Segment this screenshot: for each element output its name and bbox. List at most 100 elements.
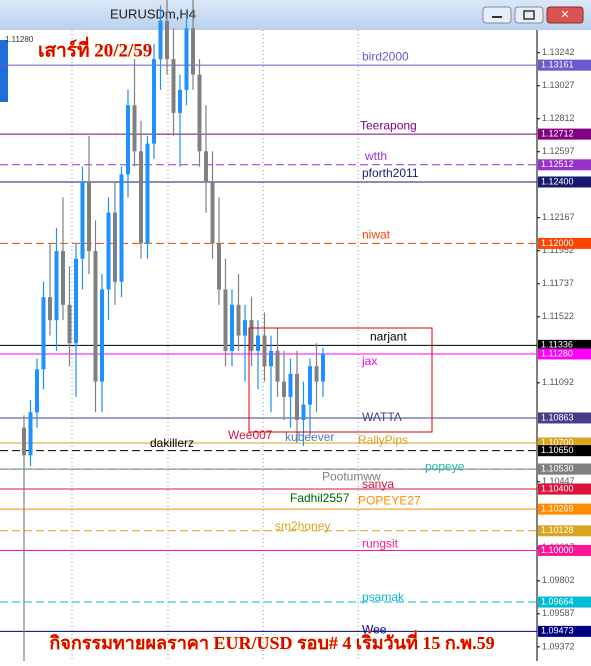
candle-body [288,373,293,397]
candle-body [87,181,91,252]
y-tick-label: 1.09802 [542,575,575,585]
level-label: RallyPips [358,433,408,447]
candle-body [152,59,156,144]
level-label: popeye [425,459,465,473]
price-box [538,463,591,475]
candle-body [158,20,163,60]
candle-body [275,350,280,382]
candle-body [61,251,65,305]
y-tick-label: 1.09372 [542,641,575,651]
maximize-icon [523,10,535,20]
candle-body [165,20,169,60]
price-box [538,176,591,188]
price-box [538,625,591,637]
price-box-label: 1.10269 [541,504,574,514]
candle-body [178,89,182,113]
y-tick-label: 1.12597 [542,146,575,156]
y-tick-label: 1.11092 [542,377,574,387]
candle-body [301,404,306,420]
candle-body [54,251,59,321]
price-box [538,544,591,556]
candle-body [41,297,46,370]
current-price-label: 1.11280 [5,35,34,44]
candle-body [74,258,78,344]
y-tick-label: 1.11952 [542,245,574,255]
candle-body [321,353,325,382]
candle-body [210,181,215,244]
candle-body [184,28,189,90]
candle-body [35,369,39,413]
level-label: Wee007 [228,428,273,442]
y-tick-label: 1.13027 [542,80,575,90]
price-box-label: 1.10863 [541,412,574,422]
price-box-label: 1.13161 [541,60,574,70]
candles [22,0,325,661]
maximize-button[interactable] [514,6,544,24]
price-box [538,525,591,537]
level-label: psamak [362,590,405,604]
candle-body [282,381,286,397]
candle-body [262,335,267,367]
close-button[interactable] [546,6,584,24]
y-tick-label: 1.09587 [542,608,575,618]
price-box [538,437,591,449]
footer-text: กิจกรรมทายผลราคา EUR/USD รอบ# 4 เริ่มวัน… [49,630,494,653]
window-title: EURUSDm,H4 [110,6,196,21]
level-label: dakillerz [150,436,194,450]
price-box [538,159,591,171]
level-label: POPEYE27 [358,493,421,507]
price-box-label: 1.11336 [541,340,573,350]
side-marker [0,40,8,102]
chart-title: เสาร์ที่ 20/2/59 [38,36,152,61]
level-label: sm2honey [275,519,330,533]
price-box-label: 1.10530 [541,463,574,473]
price-box [538,445,591,457]
price-box-label: 1.11280 [541,348,573,358]
minimize-button[interactable] [482,6,512,24]
window-buttons[interactable]: ✕ [482,6,584,24]
candle-body [132,105,137,152]
candle-body [126,105,130,175]
candle-body [100,289,104,382]
level-label: sanya [362,477,394,491]
close-icon: ✕ [560,9,569,21]
price-box [538,128,591,140]
price-box [538,348,591,360]
candle-body [93,251,98,382]
price-box-label: 1.12400 [541,176,574,186]
candle-body [119,174,124,282]
level-label: narjant [370,330,407,344]
level-label: jax [361,354,377,368]
price-box-label: 1.12512 [541,159,574,169]
price-box-label: 1.10650 [541,445,574,455]
candle-body [191,28,195,75]
candle-body [22,427,26,456]
candle-body [106,212,111,290]
price-box [538,412,591,424]
level-labels: bird2000 Teerapong wtth pforth2011 niwat narj… [150,49,465,636]
candle-body [249,320,254,351]
candle-body [314,366,319,382]
price-box-label: 1.12000 [541,238,574,248]
price-box [538,483,591,495]
candle-body [197,74,202,152]
level-label: niwat [362,228,391,242]
candle-body [48,297,52,321]
candle-body [139,151,143,244]
price-box-label: 1.10400 [541,483,574,493]
level-label: kubeever [285,430,334,444]
candle-body [217,243,221,290]
level-label: Wee [362,623,387,637]
price-box [538,339,591,351]
price-box [538,596,591,608]
candle-body [223,289,228,351]
price-box [538,59,591,71]
y-tick-label: 1.12812 [542,113,575,123]
candle-body [80,181,85,259]
candle-body [269,350,273,367]
candle-body [28,412,33,456]
price-box-label: 1.09473 [541,626,574,636]
level-label: wtth [364,149,387,163]
